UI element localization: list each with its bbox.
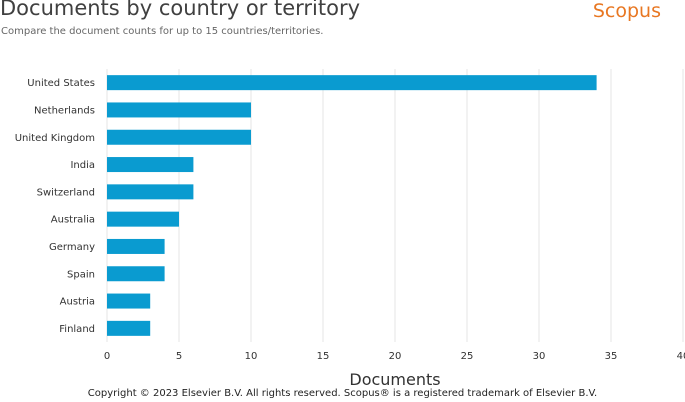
x-tick-label: 25	[461, 351, 474, 362]
x-tick-label: 10	[245, 351, 258, 362]
x-tick-label: 30	[533, 351, 546, 362]
bar[interactable]	[107, 320, 151, 336]
category-labels: United States Netherlands United Kingdom In…	[15, 78, 95, 335]
chart-subtitle: Compare the document counts for up to 15…	[1, 26, 324, 37]
x-tick-label: 20	[389, 351, 402, 362]
bar[interactable]	[107, 184, 194, 200]
bar[interactable]	[107, 266, 165, 282]
category-label: Austria	[60, 297, 95, 308]
category-label: Switzerland	[37, 187, 95, 198]
category-label: United Kingdom	[15, 133, 95, 144]
bar[interactable]	[107, 102, 251, 118]
category-label: United States	[27, 78, 95, 89]
bar[interactable]	[107, 238, 165, 254]
category-label: Germany	[49, 242, 95, 253]
x-axis-title: Documents	[349, 370, 440, 389]
scopus-logo[interactable]: Scopus	[592, 0, 661, 22]
category-label: Netherlands	[34, 105, 95, 116]
category-label: India	[70, 160, 95, 171]
category-label: Spain	[67, 269, 95, 280]
category-label: Finland	[59, 324, 95, 335]
bar[interactable]	[107, 157, 194, 173]
x-tick-label: 15	[317, 351, 330, 362]
category-label: Australia	[51, 215, 95, 226]
copyright-notice: Copyright © 2023 Elsevier B.V. All right…	[87, 388, 598, 399]
x-tick-label: 5	[176, 351, 182, 362]
bar[interactable]	[107, 293, 151, 309]
bar[interactable]	[107, 129, 251, 145]
x-tick-label: 40	[677, 351, 685, 362]
bars	[107, 75, 597, 336]
x-tick-label: 0	[104, 351, 110, 362]
x-tick-labels: 0 5 10 15 20 25 30 35 40	[104, 351, 685, 362]
bar[interactable]	[107, 75, 597, 91]
x-tick-label: 35	[605, 351, 618, 362]
bar[interactable]	[107, 211, 179, 227]
chart-title: Documents by country or territory	[0, 0, 361, 20]
